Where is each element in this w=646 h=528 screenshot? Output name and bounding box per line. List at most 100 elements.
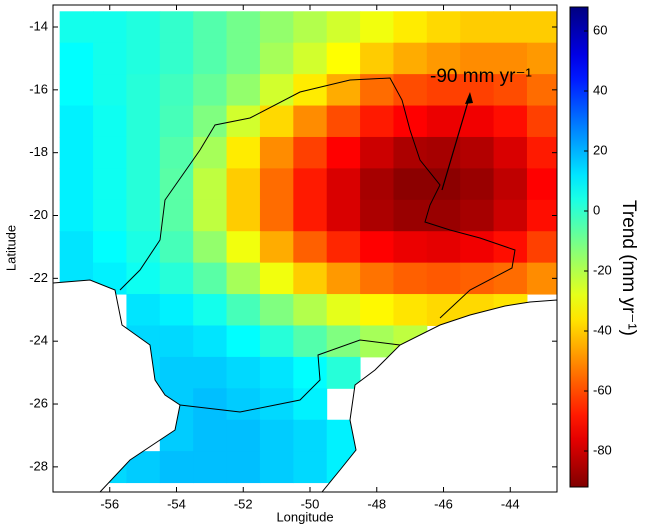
- cell: [526, 168, 557, 201]
- cell: [526, 231, 557, 264]
- cell: [326, 168, 361, 201]
- cell: [493, 42, 528, 75]
- cell: [259, 419, 294, 452]
- cell: [226, 199, 261, 232]
- cell: [126, 42, 161, 75]
- cell: [393, 42, 428, 75]
- cell: [126, 74, 161, 107]
- cell: [293, 356, 328, 389]
- cell: [360, 136, 394, 169]
- cell: [159, 42, 194, 75]
- cell: [193, 74, 228, 107]
- cell: [259, 11, 294, 44]
- x-tick-label: -54: [167, 496, 186, 511]
- cell: [293, 451, 328, 484]
- x-tick-label: -56: [100, 496, 119, 511]
- cell: [159, 262, 194, 295]
- cell: [526, 74, 557, 107]
- cell: [460, 42, 495, 75]
- y-tick-label: -26: [29, 395, 48, 410]
- cell: [226, 136, 261, 169]
- colorbar-tick-label: 0: [593, 202, 600, 217]
- cell: [426, 11, 461, 44]
- cell: [460, 136, 495, 169]
- cell: [493, 136, 528, 169]
- cell: [293, 136, 328, 169]
- cell: [426, 199, 461, 232]
- cell: [193, 388, 228, 421]
- cell: [293, 199, 328, 232]
- cell: [293, 325, 328, 358]
- cell: [460, 262, 495, 295]
- cell: [193, 294, 228, 326]
- cell: [59, 74, 94, 107]
- cell: [326, 105, 361, 138]
- cell: [393, 231, 428, 264]
- cell: [393, 74, 428, 107]
- cell: [360, 294, 394, 326]
- cell: [360, 262, 394, 295]
- cell: [293, 262, 328, 295]
- cell: [293, 168, 328, 201]
- cell: [126, 199, 161, 232]
- cell: [293, 294, 328, 326]
- cell: [426, 105, 461, 138]
- cell: [93, 136, 127, 169]
- colorbar-tick-label: 20: [593, 142, 607, 157]
- cell: [526, 136, 557, 169]
- cell: [126, 168, 161, 201]
- cell: [460, 168, 495, 201]
- cell: [426, 42, 461, 75]
- cell: [93, 11, 127, 44]
- cell: [193, 262, 228, 295]
- cell: [293, 11, 328, 44]
- cell: [159, 451, 194, 484]
- cell: [460, 199, 495, 232]
- cell: [93, 74, 127, 107]
- cell: [293, 105, 328, 138]
- cell: [259, 199, 294, 232]
- x-tick-label: -50: [301, 496, 320, 511]
- plot-frame: [52, 4, 558, 493]
- cell: [526, 105, 557, 138]
- cell: [259, 168, 294, 201]
- y-tick-label: -16: [29, 81, 48, 96]
- cell: [226, 42, 261, 75]
- cell: [259, 74, 294, 107]
- cell: [93, 168, 127, 201]
- cell: [159, 231, 194, 264]
- annotation: -90 mm yr⁻¹: [430, 66, 532, 87]
- cell: [193, 419, 228, 452]
- colorbar-tick-label: -40: [593, 322, 612, 337]
- cell: [259, 42, 294, 75]
- cell: [259, 136, 294, 169]
- x-tick-label: -44: [501, 496, 520, 511]
- cell: [193, 451, 228, 484]
- x-axis-label: Longitude: [276, 509, 333, 524]
- cell: [226, 294, 261, 326]
- cell: [293, 419, 328, 452]
- cell: [426, 231, 461, 264]
- cell: [226, 451, 261, 484]
- colorbar-tick-label: 60: [593, 22, 607, 37]
- cell: [326, 356, 361, 389]
- cell: [226, 419, 261, 452]
- x-tick-label: -48: [367, 496, 386, 511]
- cell: [226, 231, 261, 264]
- cell: [393, 168, 428, 201]
- cell: [226, 388, 261, 421]
- cell: [360, 199, 394, 232]
- cell: [526, 11, 557, 44]
- cell: [259, 325, 294, 358]
- cell: [360, 231, 394, 264]
- cell: [293, 74, 328, 107]
- cell: [493, 168, 528, 201]
- cell: [526, 262, 557, 295]
- cell: [526, 42, 557, 75]
- cell: [259, 231, 294, 264]
- cell: [126, 105, 161, 138]
- y-tick-label: -14: [29, 18, 48, 33]
- cell: [326, 294, 361, 326]
- cell: [226, 325, 261, 358]
- cell: [226, 262, 261, 295]
